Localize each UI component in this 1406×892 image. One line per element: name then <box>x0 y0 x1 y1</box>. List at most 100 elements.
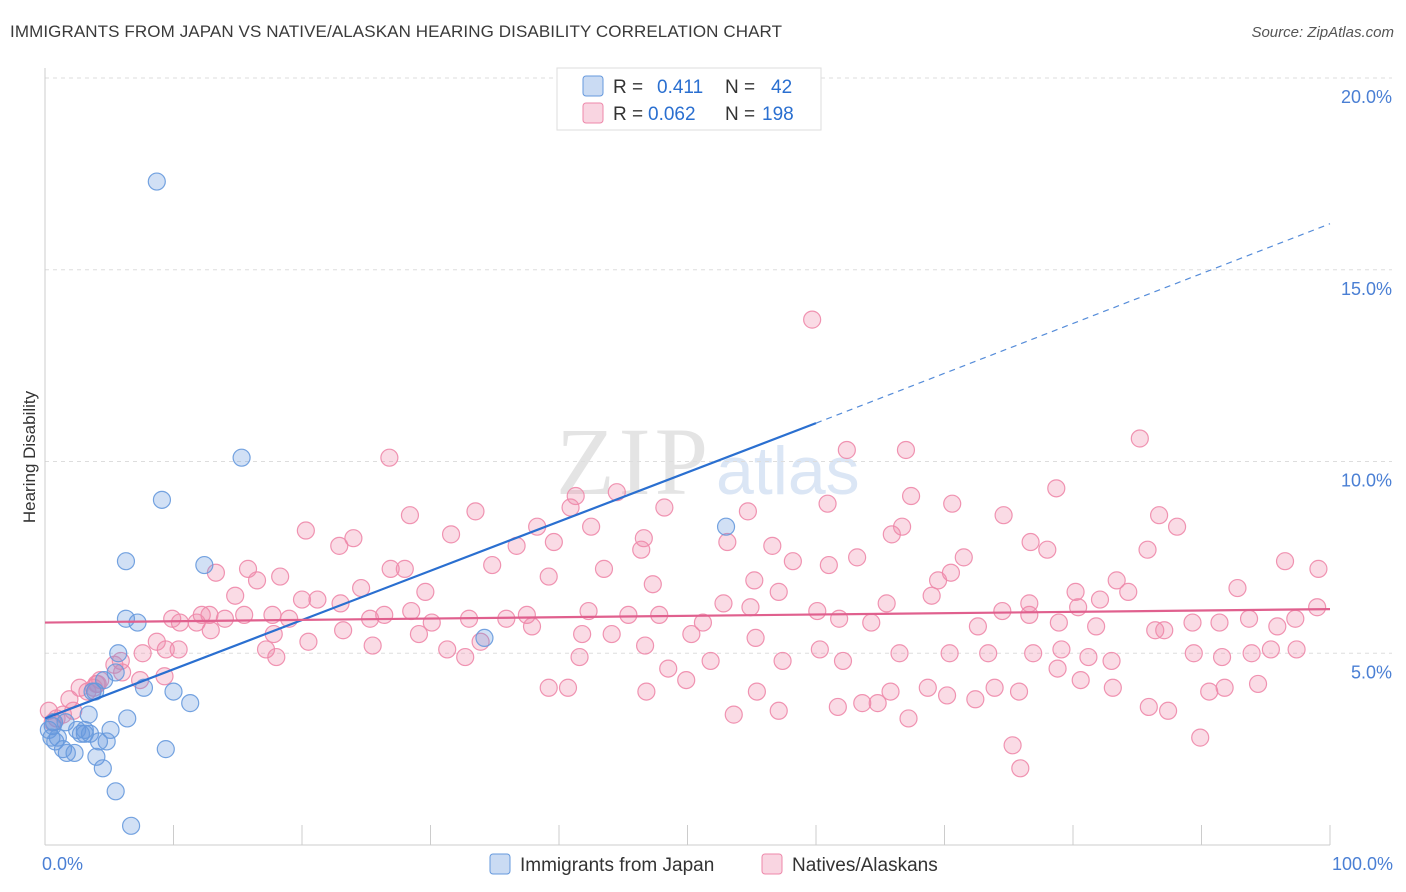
japan-point-17 <box>79 705 98 724</box>
native-point-87 <box>830 609 849 628</box>
native-point-27 <box>381 559 400 578</box>
native-point-34 <box>1309 559 1328 578</box>
japan-point-40 <box>75 720 94 740</box>
native-point-170 <box>985 678 1004 697</box>
legend-n-label-native: N = <box>725 104 755 125</box>
native-point-172 <box>724 705 743 724</box>
native-point-164 <box>868 694 887 713</box>
native-point-121 <box>635 636 655 655</box>
legend-box <box>556 67 822 131</box>
native-point-100 <box>1268 617 1287 636</box>
native-point-142 <box>60 690 79 709</box>
japan-point-24 <box>101 720 120 740</box>
legend-r-value-native: 0.062 <box>648 104 696 125</box>
native-point-116 <box>438 640 457 659</box>
native-point-132 <box>1024 644 1043 663</box>
japan-point-18 <box>118 709 137 728</box>
y-tick-label-0: 5.0% <box>1351 662 1392 682</box>
native-point-109 <box>256 640 276 659</box>
japan-point-15 <box>164 682 183 701</box>
native-point-159 <box>558 678 578 697</box>
native-point-25 <box>818 494 837 513</box>
native-point-5 <box>1047 479 1066 498</box>
native-point-1 <box>1130 429 1149 448</box>
native-point-127 <box>833 651 853 671</box>
native-point-129 <box>890 644 909 663</box>
native-point-108 <box>201 621 220 640</box>
japan-trendline-extension <box>815 223 1331 424</box>
japan-point-14 <box>134 678 154 697</box>
native-point-26 <box>544 532 563 552</box>
bottom-legend-label-japan: Immigrants from Japan <box>520 855 714 876</box>
trendlines <box>44 223 1331 720</box>
japan-point-37 <box>93 759 112 778</box>
native-point-175 <box>1071 670 1090 690</box>
japan-point-1 <box>232 448 251 467</box>
native-point-112 <box>267 647 286 667</box>
native-point-122 <box>682 624 701 644</box>
legend-r-label-native: R = <box>613 104 643 125</box>
japan-point-6 <box>116 609 136 628</box>
native-point-166 <box>899 709 918 728</box>
japan-series <box>39 172 736 835</box>
native-point-21 <box>882 525 901 544</box>
native-point-124 <box>746 628 765 648</box>
native-point-81 <box>650 605 669 625</box>
native-point-171 <box>1009 682 1029 701</box>
japan-point-16 <box>181 694 200 713</box>
native-point-19 <box>1149 506 1169 525</box>
native-point-126 <box>810 640 829 659</box>
native-point-88 <box>877 594 896 613</box>
native-point-182 <box>1191 728 1210 747</box>
japan-point-33 <box>57 743 76 763</box>
japan-point-39 <box>121 816 141 835</box>
native-point-24 <box>718 532 737 552</box>
native-point-37 <box>738 502 757 521</box>
japan-trendline <box>44 422 817 720</box>
native-point-115 <box>409 624 429 644</box>
native-point-168 <box>937 686 957 705</box>
native-point-86 <box>808 601 827 621</box>
native-point-102 <box>1308 598 1327 617</box>
native-point-30 <box>296 521 315 540</box>
native-point-39 <box>1038 540 1057 559</box>
native-point-95 <box>1119 582 1138 601</box>
native-point-50 <box>643 575 662 594</box>
native-point-93 <box>1049 613 1068 632</box>
native-point-48 <box>594 559 614 578</box>
native-point-89 <box>922 586 941 605</box>
native-point-161 <box>747 682 766 701</box>
native-point-178 <box>1158 701 1178 720</box>
bottom-legend-label-native: Natives/Alaskans <box>792 855 938 876</box>
native-point-120 <box>602 624 621 644</box>
source-label: Source: ZipAtlas.com <box>1251 24 1394 41</box>
native-point-147 <box>105 655 124 674</box>
native-point-9 <box>441 525 461 544</box>
native-point-83 <box>714 594 733 613</box>
native-point-184 <box>1011 759 1030 778</box>
native-point-165 <box>881 682 900 701</box>
y-axis-label: Hearing Disability <box>20 390 39 523</box>
native-point-191 <box>1069 598 1088 617</box>
x-tick-label-right: 100.0% <box>1332 854 1393 874</box>
native-point-173 <box>769 701 788 720</box>
native-point-68 <box>170 613 190 632</box>
native-point-20 <box>896 440 916 460</box>
native-point-61 <box>226 586 245 605</box>
axes <box>44 68 1331 846</box>
native-point-180 <box>1215 678 1234 697</box>
native-point-162 <box>828 697 847 717</box>
chart-title: IMMIGRANTS FROM JAPAN VS NATIVE/ALASKAN … <box>10 22 783 41</box>
native-point-106 <box>156 640 175 659</box>
native-point-4 <box>607 483 626 502</box>
native-trendline <box>44 608 1331 624</box>
japan-point-34 <box>65 743 84 763</box>
native-point-85 <box>769 582 788 601</box>
native-point-113 <box>334 621 353 640</box>
native-point-190 <box>1020 605 1039 625</box>
native-point-118 <box>522 617 542 636</box>
japan-point-35 <box>87 747 106 766</box>
legend-swatch-japan <box>582 75 604 97</box>
native-point-65 <box>235 605 254 625</box>
